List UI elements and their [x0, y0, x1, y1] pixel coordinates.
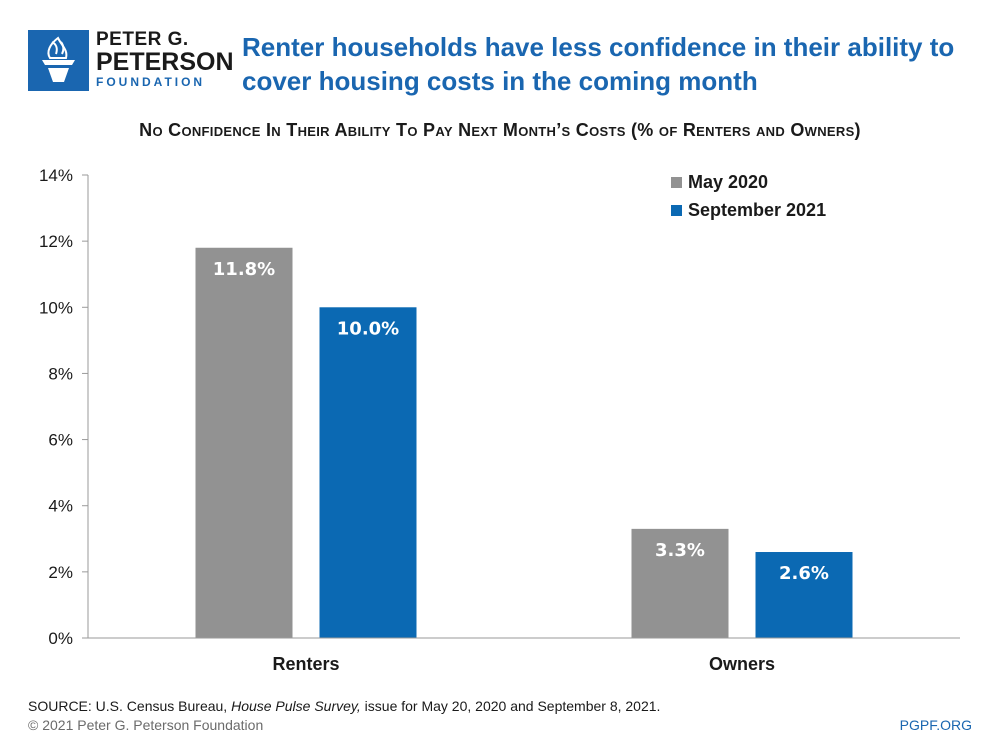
copyright: © 2021 Peter G. Peterson Foundation	[28, 717, 264, 733]
torch-logo-icon	[28, 30, 89, 91]
x-category-label: Renters	[272, 654, 339, 674]
legend-label: May 2020	[688, 172, 768, 192]
chart-title: No Confidence In Their Ability To Pay Ne…	[139, 120, 861, 140]
logo-line3: FOUNDATION	[96, 75, 206, 89]
y-tick-label: 4%	[48, 497, 73, 516]
source-prefix: SOURCE: U.S. Census Bureau,	[28, 698, 232, 714]
source-title: House Pulse Survey,	[231, 698, 361, 714]
logo-line1: PETER G.	[96, 29, 189, 50]
x-axis: Renters Owners	[88, 637, 960, 674]
bar-value-label: 2.6%	[779, 563, 829, 584]
legend-swatch	[671, 177, 682, 188]
bar-value-label: 3.3%	[655, 540, 705, 561]
y-tick-label: 10%	[39, 298, 73, 317]
headline: Renter households have less confidence i…	[242, 32, 955, 96]
y-tick-label: 0%	[48, 629, 73, 648]
bar	[319, 307, 417, 638]
y-tick-label: 12%	[39, 232, 73, 251]
x-category-label: Owners	[709, 654, 775, 674]
legend: May 2020 September 2021	[671, 172, 826, 220]
bar-value-label: 11.8%	[213, 259, 275, 280]
y-tick-label: 2%	[48, 563, 73, 582]
source-note: SOURCE: U.S. Census Bureau, House Pulse …	[28, 698, 660, 714]
y-tick-label: 6%	[48, 431, 73, 450]
bar-value-label: 10.0%	[337, 318, 399, 339]
logo-line2: PETERSON	[96, 48, 234, 76]
bars	[195, 247, 853, 638]
logo: PETER G. PETERSON FOUNDATION	[28, 30, 234, 92]
source-suffix: issue for May 20, 2020 and September 8, …	[360, 698, 661, 714]
bar	[755, 552, 853, 638]
bar	[631, 528, 729, 638]
site-link[interactable]: PGPF.ORG	[899, 717, 972, 733]
bar-labels: 11.8% 10.0% 3.3% 2.6%	[213, 259, 829, 584]
y-axis: 0% 2% 4% 6% 8% 10% 12% 14%	[39, 166, 89, 648]
legend-label: September 2021	[688, 200, 826, 220]
y-tick-label: 14%	[39, 166, 73, 185]
y-tick-label: 8%	[48, 364, 73, 383]
legend-swatch	[671, 205, 682, 216]
bar-chart: 0% 2% 4% 6% 8% 10% 12% 14% 11.8% 10.0% 3.3% 2.6% R…	[39, 166, 960, 674]
bar	[195, 247, 293, 638]
